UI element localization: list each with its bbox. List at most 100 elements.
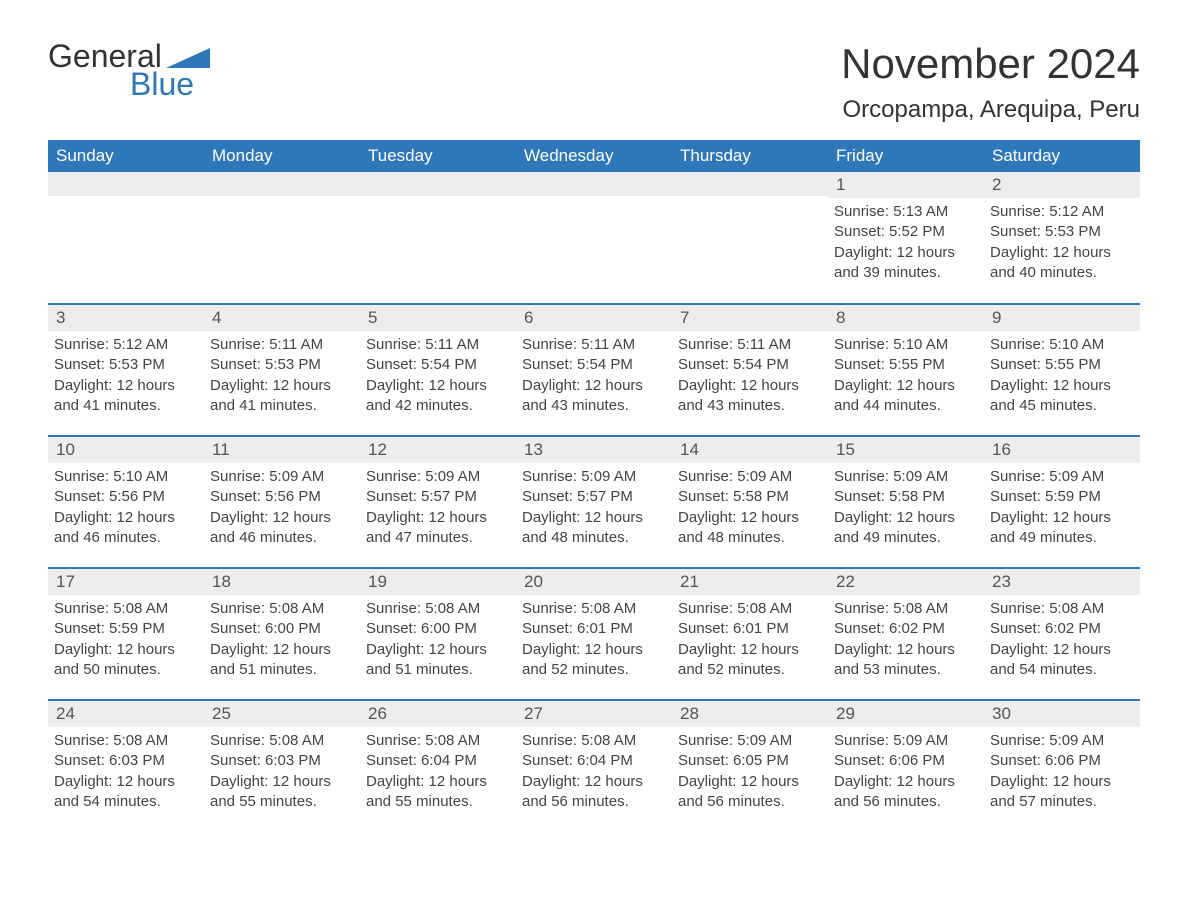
day-details: Sunrise: 5:09 AMSunset: 5:56 PMDaylight:…	[204, 463, 360, 554]
daylight1-line: Daylight: 12 hours	[834, 376, 978, 396]
day-details: Sunrise: 5:09 AMSunset: 5:57 PMDaylight:…	[360, 463, 516, 554]
day-number: 7	[672, 305, 828, 331]
daylight1-line: Daylight: 12 hours	[990, 376, 1134, 396]
sunrise-line: Sunrise: 5:08 AM	[366, 731, 510, 751]
daylight2-line: and 46 minutes.	[210, 528, 354, 548]
day-number: 15	[828, 437, 984, 463]
weekday-header: Wednesday	[516, 140, 672, 172]
daylight1-line: Daylight: 12 hours	[522, 508, 666, 528]
daylight2-line: and 46 minutes.	[54, 528, 198, 548]
day-number: 28	[672, 701, 828, 727]
sunset-line: Sunset: 5:56 PM	[54, 487, 198, 507]
daylight1-line: Daylight: 12 hours	[210, 376, 354, 396]
calendar-day-cell: 27Sunrise: 5:08 AMSunset: 6:04 PMDayligh…	[516, 700, 672, 832]
weekday-header: Thursday	[672, 140, 828, 172]
daylight2-line: and 41 minutes.	[54, 396, 198, 416]
day-details: Sunrise: 5:09 AMSunset: 6:06 PMDaylight:…	[828, 727, 984, 818]
sunrise-line: Sunrise: 5:09 AM	[678, 731, 822, 751]
sunset-line: Sunset: 5:59 PM	[990, 487, 1134, 507]
day-details: Sunrise: 5:08 AMSunset: 6:02 PMDaylight:…	[984, 595, 1140, 686]
sunset-line: Sunset: 5:55 PM	[990, 355, 1134, 375]
daylight1-line: Daylight: 12 hours	[990, 243, 1134, 263]
day-number: 2	[984, 172, 1140, 198]
daylight1-line: Daylight: 12 hours	[522, 376, 666, 396]
sunrise-line: Sunrise: 5:08 AM	[210, 731, 354, 751]
calendar-day-cell: 28Sunrise: 5:09 AMSunset: 6:05 PMDayligh…	[672, 700, 828, 832]
empty-day	[360, 172, 516, 196]
sunrise-line: Sunrise: 5:08 AM	[522, 599, 666, 619]
day-number: 13	[516, 437, 672, 463]
day-details: Sunrise: 5:08 AMSunset: 6:02 PMDaylight:…	[828, 595, 984, 686]
sunrise-line: Sunrise: 5:11 AM	[366, 335, 510, 355]
sunset-line: Sunset: 6:00 PM	[366, 619, 510, 639]
sunset-line: Sunset: 6:00 PM	[210, 619, 354, 639]
day-number: 11	[204, 437, 360, 463]
day-details: Sunrise: 5:08 AMSunset: 6:01 PMDaylight:…	[672, 595, 828, 686]
calendar-day-cell: 18Sunrise: 5:08 AMSunset: 6:00 PMDayligh…	[204, 568, 360, 700]
day-details: Sunrise: 5:12 AMSunset: 5:53 PMDaylight:…	[984, 198, 1140, 289]
calendar-week-row: 24Sunrise: 5:08 AMSunset: 6:03 PMDayligh…	[48, 700, 1140, 832]
day-number: 30	[984, 701, 1140, 727]
daylight1-line: Daylight: 12 hours	[366, 772, 510, 792]
calendar-day-cell: 2Sunrise: 5:12 AMSunset: 5:53 PMDaylight…	[984, 172, 1140, 304]
daylight1-line: Daylight: 12 hours	[678, 508, 822, 528]
daylight2-line: and 51 minutes.	[210, 660, 354, 680]
daylight1-line: Daylight: 12 hours	[834, 508, 978, 528]
daylight1-line: Daylight: 12 hours	[522, 640, 666, 660]
day-number: 22	[828, 569, 984, 595]
sunrise-line: Sunrise: 5:10 AM	[834, 335, 978, 355]
day-number: 17	[48, 569, 204, 595]
day-number: 10	[48, 437, 204, 463]
day-details: Sunrise: 5:08 AMSunset: 6:03 PMDaylight:…	[204, 727, 360, 818]
empty-day	[516, 172, 672, 196]
daylight1-line: Daylight: 12 hours	[210, 508, 354, 528]
sunrise-line: Sunrise: 5:13 AM	[834, 202, 978, 222]
sunset-line: Sunset: 6:04 PM	[522, 751, 666, 771]
calendar-day-cell: 14Sunrise: 5:09 AMSunset: 5:58 PMDayligh…	[672, 436, 828, 568]
daylight2-line: and 43 minutes.	[522, 396, 666, 416]
day-details: Sunrise: 5:09 AMSunset: 6:06 PMDaylight:…	[984, 727, 1140, 818]
weekday-header: Saturday	[984, 140, 1140, 172]
daylight1-line: Daylight: 12 hours	[678, 640, 822, 660]
sunrise-sunset-calendar: Sunday Monday Tuesday Wednesday Thursday…	[48, 140, 1140, 832]
day-number: 27	[516, 701, 672, 727]
daylight2-line: and 51 minutes.	[366, 660, 510, 680]
calendar-day-cell: 15Sunrise: 5:09 AMSunset: 5:58 PMDayligh…	[828, 436, 984, 568]
day-number: 29	[828, 701, 984, 727]
daylight2-line: and 56 minutes.	[678, 792, 822, 812]
day-details: Sunrise: 5:08 AMSunset: 6:00 PMDaylight:…	[360, 595, 516, 686]
sunrise-line: Sunrise: 5:08 AM	[54, 731, 198, 751]
sunset-line: Sunset: 5:55 PM	[834, 355, 978, 375]
sunset-line: Sunset: 5:56 PM	[210, 487, 354, 507]
calendar-day-cell: 6Sunrise: 5:11 AMSunset: 5:54 PMDaylight…	[516, 304, 672, 436]
brand-logo: General Blue	[48, 40, 210, 100]
title-block: November 2024 Orcopampa, Arequipa, Peru	[841, 40, 1140, 134]
sunset-line: Sunset: 6:03 PM	[210, 751, 354, 771]
sunrise-line: Sunrise: 5:08 AM	[990, 599, 1134, 619]
calendar-day-cell: 21Sunrise: 5:08 AMSunset: 6:01 PMDayligh…	[672, 568, 828, 700]
day-details: Sunrise: 5:09 AMSunset: 5:59 PMDaylight:…	[984, 463, 1140, 554]
day-number: 25	[204, 701, 360, 727]
day-details: Sunrise: 5:08 AMSunset: 6:04 PMDaylight:…	[360, 727, 516, 818]
daylight2-line: and 45 minutes.	[990, 396, 1134, 416]
sunset-line: Sunset: 6:06 PM	[990, 751, 1134, 771]
calendar-day-cell: 13Sunrise: 5:09 AMSunset: 5:57 PMDayligh…	[516, 436, 672, 568]
calendar-day-cell: 30Sunrise: 5:09 AMSunset: 6:06 PMDayligh…	[984, 700, 1140, 832]
sunset-line: Sunset: 5:53 PM	[54, 355, 198, 375]
day-details: Sunrise: 5:11 AMSunset: 5:53 PMDaylight:…	[204, 331, 360, 422]
day-details: Sunrise: 5:09 AMSunset: 5:57 PMDaylight:…	[516, 463, 672, 554]
calendar-day-cell: 7Sunrise: 5:11 AMSunset: 5:54 PMDaylight…	[672, 304, 828, 436]
sunset-line: Sunset: 6:02 PM	[834, 619, 978, 639]
daylight2-line: and 52 minutes.	[678, 660, 822, 680]
sunrise-line: Sunrise: 5:09 AM	[834, 467, 978, 487]
day-number: 19	[360, 569, 516, 595]
daylight1-line: Daylight: 12 hours	[366, 508, 510, 528]
daylight2-line: and 50 minutes.	[54, 660, 198, 680]
daylight1-line: Daylight: 12 hours	[990, 640, 1134, 660]
sunrise-line: Sunrise: 5:10 AM	[54, 467, 198, 487]
calendar-day-cell: 10Sunrise: 5:10 AMSunset: 5:56 PMDayligh…	[48, 436, 204, 568]
calendar-day-cell: 16Sunrise: 5:09 AMSunset: 5:59 PMDayligh…	[984, 436, 1140, 568]
weekday-header: Sunday	[48, 140, 204, 172]
sunset-line: Sunset: 6:01 PM	[522, 619, 666, 639]
sunset-line: Sunset: 5:52 PM	[834, 222, 978, 242]
